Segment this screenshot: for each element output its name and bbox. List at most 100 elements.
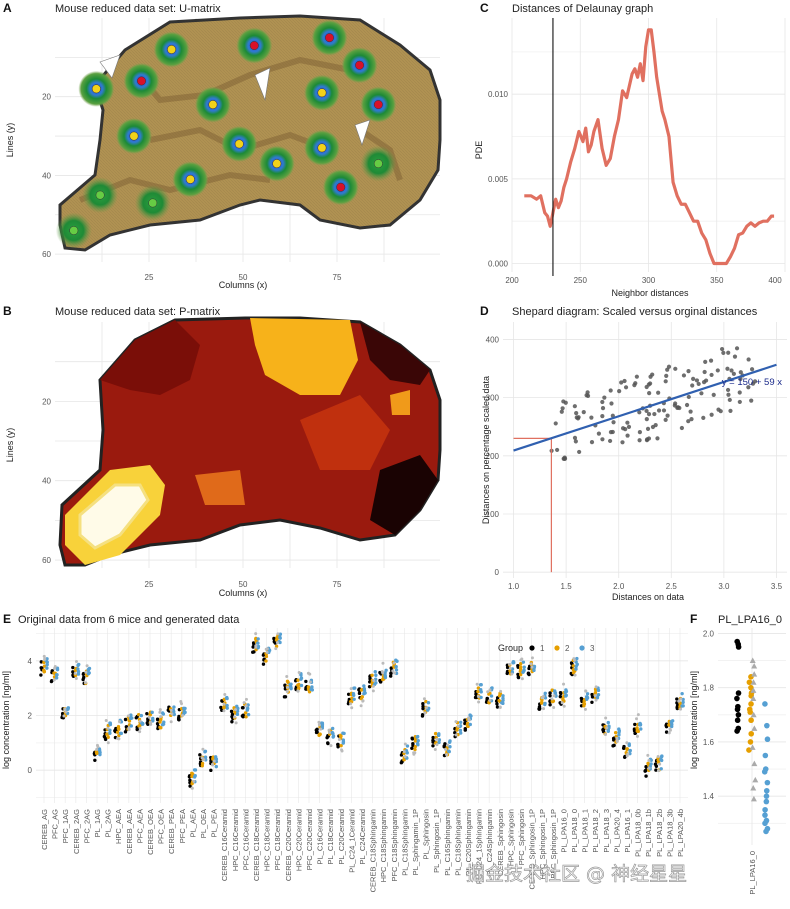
generated-point xyxy=(210,763,214,767)
data-point-group-1 xyxy=(261,662,266,666)
y-tick-label: 40 xyxy=(42,477,51,486)
data-point-group-2 xyxy=(593,691,598,695)
generated-point xyxy=(95,743,99,747)
shepard-point xyxy=(673,401,678,406)
cluster-marker-red xyxy=(325,33,334,43)
data-point-group-3 xyxy=(436,733,441,737)
x-tick-label: 75 xyxy=(333,273,342,282)
generated-point xyxy=(158,710,162,714)
p-matrix-orange-peak xyxy=(250,318,358,395)
generated-point xyxy=(296,689,300,693)
shepard-point xyxy=(727,397,732,403)
x-tick-label: PL_LPA18_3 xyxy=(602,809,611,853)
data-point-group-3 xyxy=(764,736,771,743)
data-point-group-3 xyxy=(479,695,483,700)
data-point-group-2 xyxy=(582,704,586,708)
data-point-group-3 xyxy=(448,739,452,743)
data-point-group-3 xyxy=(172,705,176,709)
x-tick-label: PFC_OEA xyxy=(157,809,166,844)
cluster-marker-red xyxy=(336,182,346,192)
panel-d-xlabel: Distances on data xyxy=(612,592,684,602)
shepard-point xyxy=(637,438,642,443)
generated-point xyxy=(584,689,588,693)
watermark-text: 掘金技术社区 @ 神经星星 xyxy=(466,863,687,885)
shepard-point xyxy=(581,409,586,415)
x-tick-label: 2.5 xyxy=(666,582,678,591)
cluster-marker-yellow xyxy=(185,174,195,184)
shepard-point xyxy=(655,436,660,441)
data-point-group-1 xyxy=(505,669,510,674)
x-tick-label: 2.0 xyxy=(613,582,625,591)
data-point-group-2 xyxy=(433,731,438,736)
data-point-group-2 xyxy=(625,747,629,752)
generated-point xyxy=(667,731,671,735)
generated-point xyxy=(170,712,174,716)
data-point-group-3 xyxy=(299,676,304,680)
generated-point xyxy=(615,739,619,743)
generated-point xyxy=(477,700,481,704)
x-tick-label: PL_LPA18_2b xyxy=(655,809,664,857)
data-point-group-2 xyxy=(746,679,753,686)
generated-point xyxy=(445,753,449,757)
y-tick-label: 1.4 xyxy=(703,792,715,801)
generated-point xyxy=(285,675,289,679)
generated-point xyxy=(254,645,258,649)
data-point-group-3 xyxy=(140,722,145,726)
generated-point xyxy=(233,715,237,719)
x-tick-label: PL_LPA18_2 xyxy=(591,809,600,853)
data-point-group-3 xyxy=(553,691,558,695)
data-point-group-3 xyxy=(394,668,399,672)
generated-point xyxy=(572,657,576,661)
generated-point xyxy=(43,657,47,661)
shepard-point xyxy=(656,408,662,413)
shepard-point xyxy=(653,422,658,428)
data-point-group-3 xyxy=(763,793,770,799)
generated-point xyxy=(159,715,163,719)
panel-d-title: Shepard diagram: Scaled versus orginal d… xyxy=(512,306,758,318)
data-point-group-3 xyxy=(150,710,154,715)
x-tick-label: PL_LPA18_0 xyxy=(570,809,579,853)
data-point-group-3 xyxy=(225,703,229,708)
data-point-group-3 xyxy=(574,667,578,671)
panel-label-c: C xyxy=(480,1,489,15)
generated-point xyxy=(750,711,757,718)
shepard-point xyxy=(719,346,725,352)
generated-point xyxy=(371,689,375,693)
shepard-point xyxy=(574,411,579,416)
p-matrix-dark-region-1 xyxy=(100,320,200,395)
shepard-point xyxy=(750,381,756,386)
data-point-group-2 xyxy=(244,715,248,719)
cluster-marker-yellow xyxy=(234,139,244,149)
panel-b: B Mouse reduced data set: P-matrix 25 50 7… xyxy=(3,304,442,598)
data-point-group-1 xyxy=(102,734,107,739)
generated-point xyxy=(750,695,757,702)
panel-b-title: Mouse reduced data set: P-matrix xyxy=(55,306,221,318)
data-point-group-2 xyxy=(105,732,109,736)
data-point-group-3 xyxy=(532,668,536,673)
generated-point xyxy=(456,724,460,728)
shepard-point xyxy=(607,438,613,444)
data-point-group-1 xyxy=(282,695,287,699)
x-tick-label: 3.5 xyxy=(771,582,783,591)
shepard-point xyxy=(746,357,751,362)
y-tick-label: 100 xyxy=(486,510,500,519)
y-tick-label: 1.8 xyxy=(703,684,715,693)
generated-point xyxy=(317,723,321,727)
generated-point xyxy=(317,720,321,724)
x-tick-label: CEREB_AEA xyxy=(125,809,134,854)
shepard-point xyxy=(725,387,731,393)
data-point-group-1 xyxy=(123,730,128,734)
shepard-point xyxy=(699,391,704,396)
data-point-group-1 xyxy=(346,692,351,696)
data-point-group-3 xyxy=(160,723,165,727)
data-point-group-1 xyxy=(443,742,447,746)
generated-point xyxy=(327,731,331,735)
x-tick-label: CEREB_PEA xyxy=(167,809,176,854)
data-point-group-3 xyxy=(384,668,388,672)
generated-point xyxy=(593,694,597,698)
data-point-group-1 xyxy=(644,774,648,778)
generated-point xyxy=(349,687,353,691)
y-tick-label: 60 xyxy=(42,250,51,259)
shepard-point xyxy=(555,447,560,453)
data-point-group-3 xyxy=(659,767,663,771)
